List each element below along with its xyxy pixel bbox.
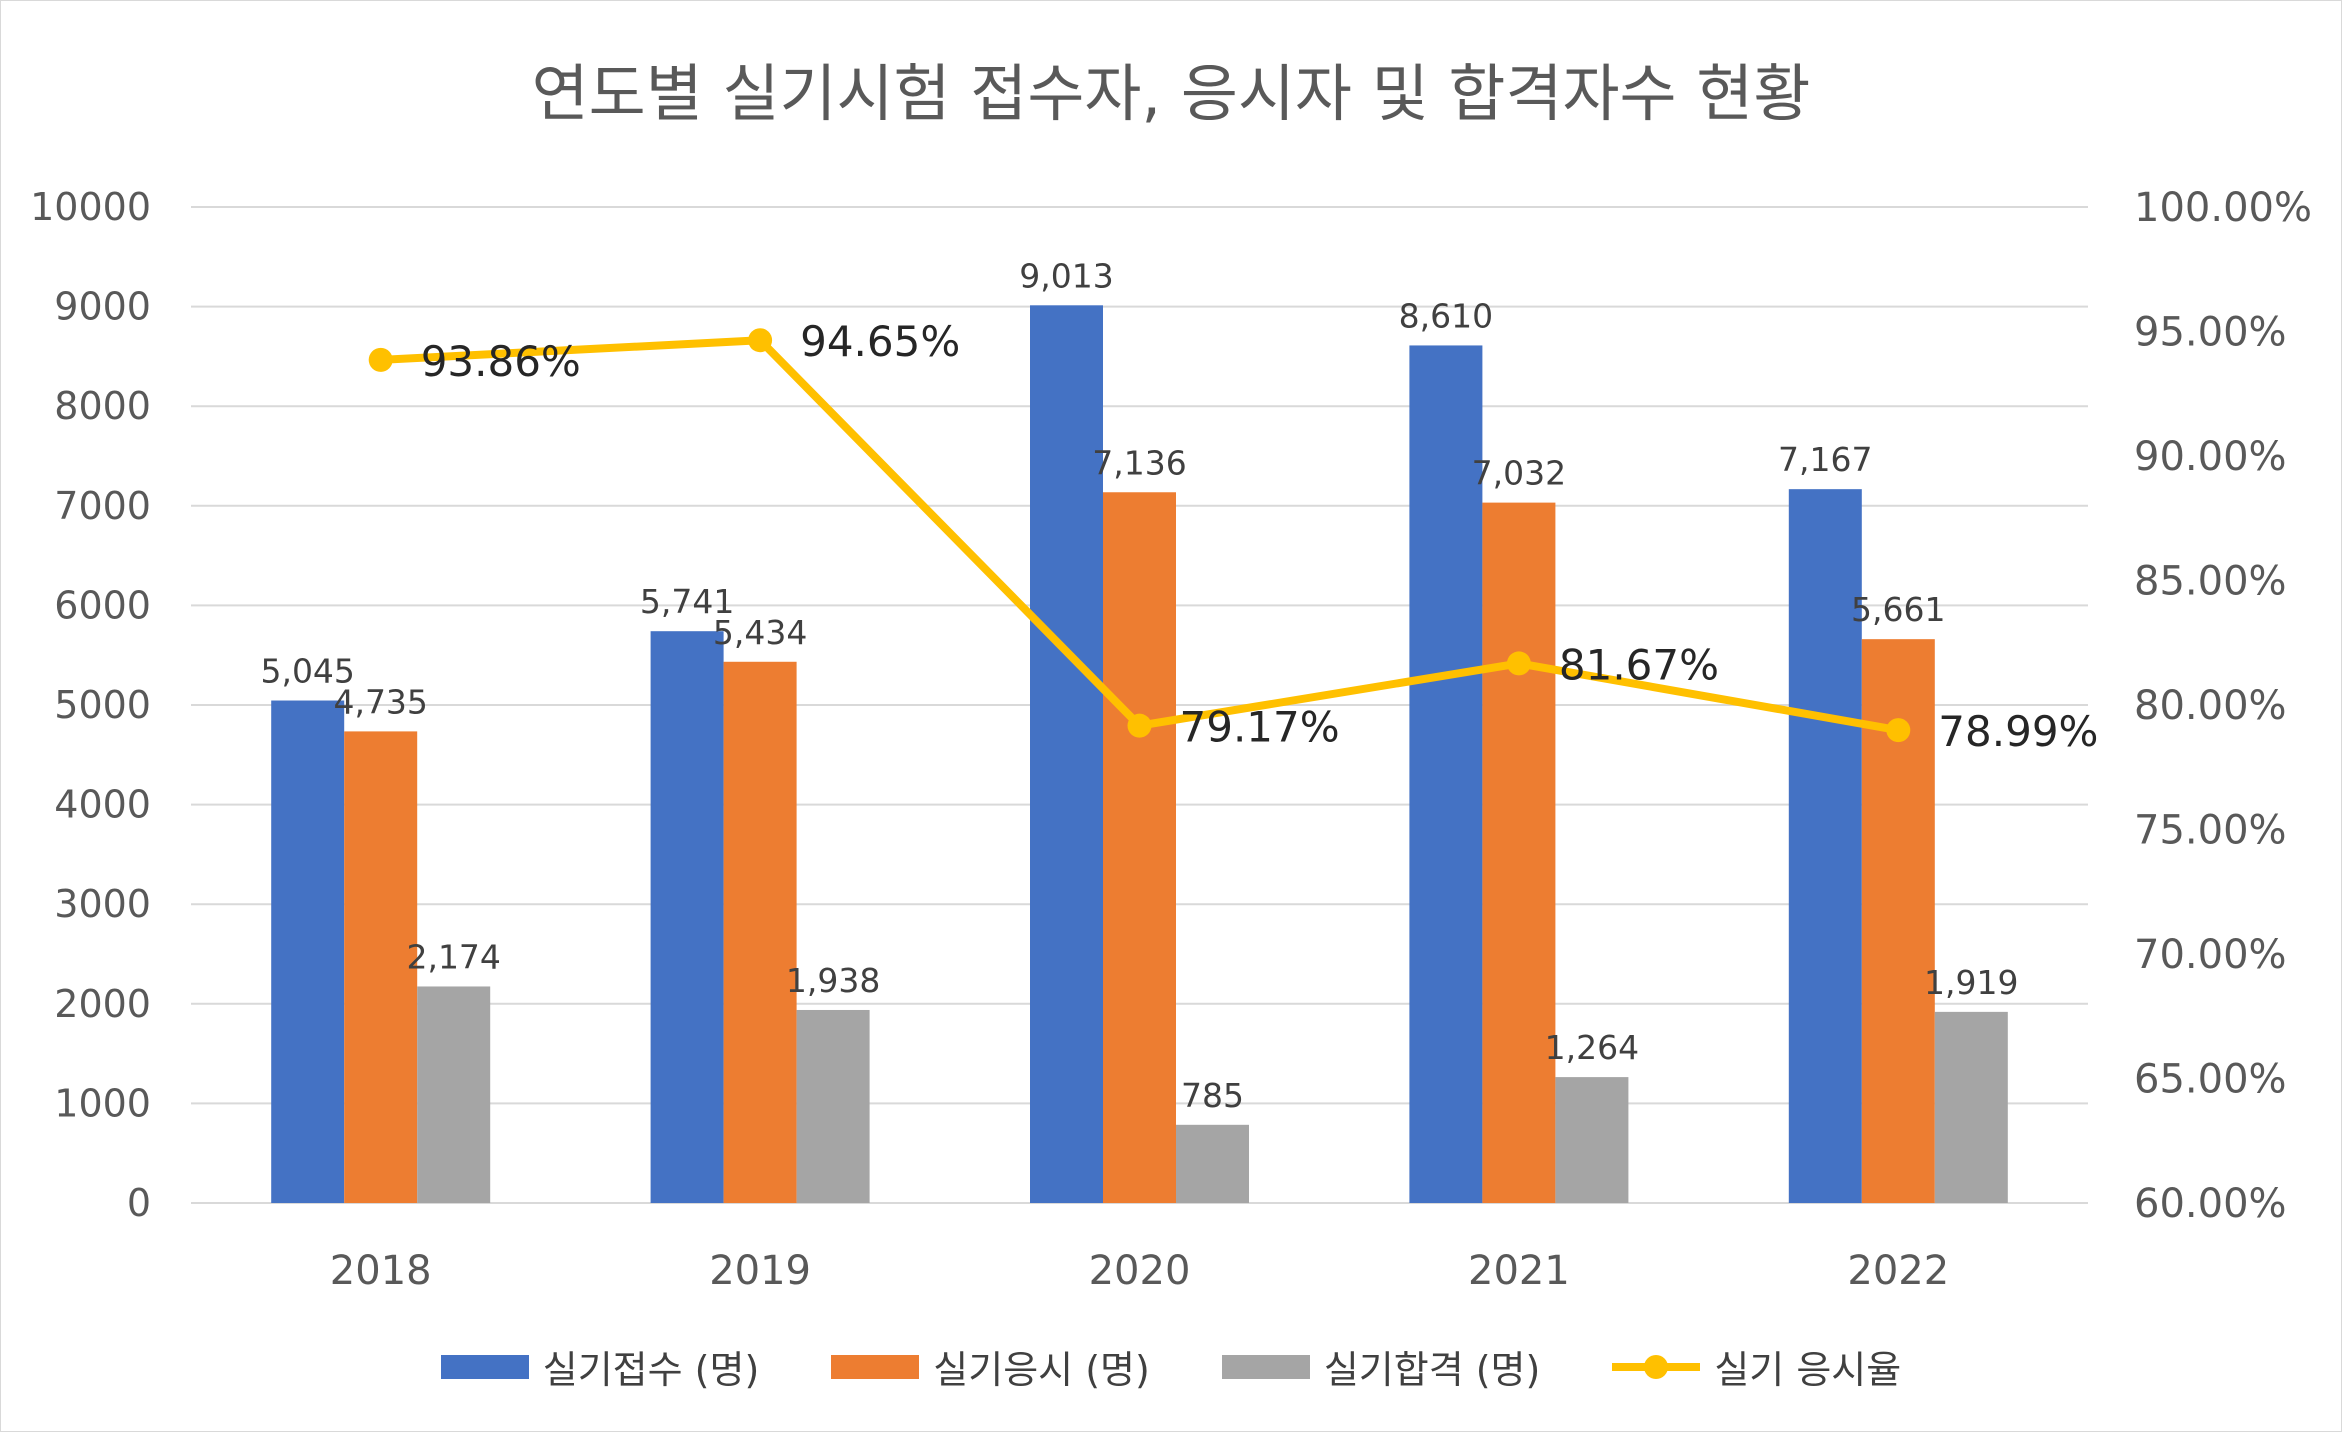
line-point [1506,651,1531,676]
y-right-tick-label: 90.00% [2134,434,2287,480]
legend-label: 실기응시 (명) [933,1348,1150,1392]
bar-data-label: 5,741 [640,582,734,621]
x-tick-label: 2021 [1468,1248,1570,1294]
y-right-tick-label: 100.00% [2134,185,2312,231]
bar [417,986,491,1203]
bar [650,631,724,1203]
bar [796,1009,870,1203]
y-left-tick-label: 9000 [54,285,151,329]
y-left-tick-label: 4000 [54,783,151,827]
legend-item[interactable]: 실기접수 (명) [440,1339,760,1394]
bar-data-label: 7,167 [1778,440,1872,479]
bar [1030,305,1103,1204]
bar [344,731,418,1203]
y-left-tick-label: 7000 [54,484,151,528]
line-point [1127,713,1152,738]
bar-data-label: 7,136 [1092,443,1186,482]
legend-label: 실기접수 (명) [542,1348,760,1392]
legend-item[interactable]: 실기합격 (명) [1221,1339,1541,1394]
legend-swatch [831,1354,920,1379]
line-data-label: 93.86% [421,337,581,386]
legend-swatch [1612,1354,1701,1379]
bar-data-label: 2,174 [406,937,500,976]
line-point [748,328,773,353]
legend-label: 실기합격 (명) [1323,1348,1541,1392]
legend: 실기접수 (명) 실기응시 (명) 실기합격 (명) 실기 응시율 [1,1339,2341,1394]
y-left-tick-label: 8000 [54,384,151,428]
y-right-tick-label: 60.00% [2134,1181,2287,1227]
line-data-label: 81.67% [1559,640,1719,689]
legend-item[interactable]: 실기 응시율 [1612,1339,1901,1394]
line-point [1886,718,1911,743]
bar-data-label: 9,013 [1019,256,1113,295]
y-left-tick-label: 1000 [54,1081,151,1125]
bar [1934,1011,2008,1203]
chart-title: 연도별 실기시험 접수자, 응시자 및 합격자수 현황 [531,57,1811,130]
bar-data-label: 5,045 [260,652,354,691]
y-right-tick-label: 95.00% [2134,310,2287,356]
bar-data-label: 785 [1181,1076,1244,1115]
bar [1103,492,1176,1203]
line-data-label: 79.17% [1180,703,1340,752]
legend-label: 실기 응시율 [1714,1348,1902,1392]
line-data-label: 94.65% [800,317,960,366]
y-right-tick-label: 80.00% [2134,683,2287,729]
bar [1482,502,1556,1203]
y-right-tick-label: 70.00% [2134,932,2287,978]
y-left-tick-label: 5000 [54,683,151,727]
legend-swatch [1221,1354,1310,1379]
y-left-tick-label: 0 [127,1181,151,1225]
bar-data-label: 5,661 [1851,590,1945,629]
bar-data-label: 1,938 [786,961,880,1000]
line-point [368,347,393,372]
bar-data-label: 1,919 [1924,963,2018,1002]
bar [271,700,345,1203]
bar [723,661,797,1203]
bar [1176,1124,1249,1203]
legend-item[interactable]: 실기응시 (명) [831,1339,1150,1394]
bar [1409,345,1483,1204]
y-right-tick-label: 85.00% [2134,559,2287,605]
x-tick-label: 2019 [709,1248,811,1294]
y-right-tick-label: 65.00% [2134,1057,2287,1103]
bar-data-label: 4,735 [333,682,427,721]
x-tick-label: 2018 [330,1248,432,1294]
line-data-label: 78.99% [1938,707,2098,756]
y-left-tick-label: 10000 [30,185,151,229]
bar [1555,1077,1629,1203]
bar-data-label: 1,264 [1545,1028,1639,1067]
chart-plot: 0 1000 2000 3000 4000 5000 6000 7000 8000 9000 100… [30,185,2312,1294]
bar [1788,489,1862,1203]
bar-data-label: 7,032 [1472,454,1566,493]
bar-data-label: 5,434 [713,613,807,652]
bar-data-label: 8,610 [1399,296,1493,335]
x-tick-label: 2022 [1847,1248,1949,1294]
y-left-tick-label: 6000 [54,583,151,627]
x-tick-label: 2020 [1089,1248,1191,1294]
y-left-tick-label: 2000 [54,982,151,1026]
y-left-tick-label: 3000 [54,882,151,926]
y-right-tick-label: 75.00% [2134,808,2287,854]
legend-swatch [440,1354,529,1379]
